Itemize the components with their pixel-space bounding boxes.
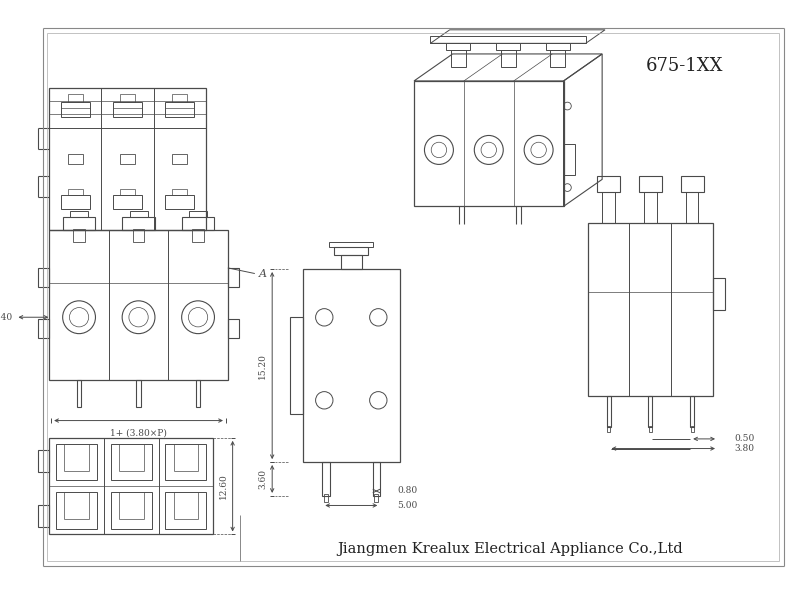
Bar xyxy=(324,494,328,502)
Bar xyxy=(165,195,194,209)
Bar xyxy=(132,228,144,242)
Bar xyxy=(192,228,203,242)
Bar xyxy=(189,211,207,217)
Bar xyxy=(341,255,362,269)
Bar xyxy=(61,102,89,117)
Bar xyxy=(49,230,227,380)
Bar xyxy=(322,462,330,496)
Bar xyxy=(56,444,97,480)
Bar xyxy=(303,269,400,462)
Bar xyxy=(113,195,142,209)
Bar xyxy=(172,94,187,102)
Bar xyxy=(120,94,135,102)
Bar xyxy=(136,380,141,407)
Bar xyxy=(691,426,693,432)
Bar xyxy=(644,191,657,223)
Bar xyxy=(602,191,614,223)
Text: 0.80: 0.80 xyxy=(397,487,417,496)
Bar xyxy=(563,144,575,175)
Bar xyxy=(606,396,610,428)
Bar xyxy=(374,494,378,502)
Bar xyxy=(49,88,206,230)
Bar xyxy=(681,176,704,191)
Bar xyxy=(690,396,694,428)
Text: 1+ (3.80×P): 1+ (3.80×P) xyxy=(110,428,167,437)
Bar xyxy=(38,268,49,287)
Bar xyxy=(227,319,239,338)
Bar xyxy=(38,319,49,338)
Text: 3.60: 3.60 xyxy=(258,469,267,489)
Bar xyxy=(686,191,698,223)
Text: 3.80: 3.80 xyxy=(734,444,754,453)
Bar xyxy=(61,195,89,209)
Bar xyxy=(227,268,239,287)
Bar xyxy=(607,426,610,432)
Text: Jiangmen Krealux Electrical Appliance Co.,Ltd: Jiangmen Krealux Electrical Appliance Co… xyxy=(338,542,683,556)
Text: 1.40: 1.40 xyxy=(0,313,13,322)
Text: 15.20: 15.20 xyxy=(258,353,267,379)
Text: A: A xyxy=(259,269,267,279)
Bar xyxy=(713,278,725,310)
Bar xyxy=(649,426,652,432)
Bar xyxy=(172,190,187,195)
Bar xyxy=(38,450,49,472)
Bar xyxy=(129,211,148,217)
Bar xyxy=(122,217,155,230)
Bar xyxy=(120,190,135,195)
Bar xyxy=(120,154,135,164)
Text: 675-1XX: 675-1XX xyxy=(646,57,723,75)
Bar xyxy=(70,211,88,217)
Bar xyxy=(165,444,207,480)
Bar xyxy=(68,94,82,102)
Bar xyxy=(639,176,662,191)
Bar xyxy=(373,462,380,496)
Bar xyxy=(330,242,373,247)
Bar xyxy=(77,380,81,407)
Text: 0.50: 0.50 xyxy=(734,434,755,443)
Bar xyxy=(290,318,303,414)
Bar xyxy=(196,380,200,407)
Text: 5.00: 5.00 xyxy=(397,501,418,510)
Bar xyxy=(587,223,713,396)
Bar xyxy=(172,154,188,164)
Bar xyxy=(182,217,215,230)
Bar xyxy=(597,176,620,191)
Bar xyxy=(111,444,152,480)
Text: 12.60: 12.60 xyxy=(219,473,227,499)
Bar xyxy=(165,492,207,529)
Bar xyxy=(56,492,97,529)
Bar xyxy=(334,247,368,255)
Bar xyxy=(73,228,85,242)
Bar xyxy=(68,190,82,195)
Bar xyxy=(649,396,652,428)
Bar xyxy=(49,438,213,535)
Bar xyxy=(165,102,194,117)
Bar xyxy=(68,154,83,164)
Bar xyxy=(111,492,152,529)
Bar xyxy=(63,217,96,230)
Bar xyxy=(38,505,49,527)
Bar xyxy=(113,102,142,117)
